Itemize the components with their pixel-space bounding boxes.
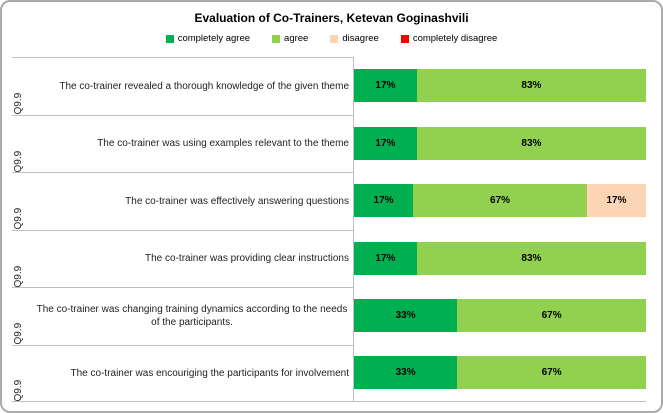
plot-area: Q9.9 The co-trainer revealed a thorough … (12, 57, 657, 402)
bar-cell: 33% 67% (354, 345, 646, 402)
chart-row: Q9.9 The co-trainer revealed a thorough … (12, 57, 657, 115)
category-cell: Q9.9 The co-trainer was providing clear … (12, 229, 354, 287)
legend-swatch (330, 34, 339, 43)
bar-segment-completely-agree: 33% (354, 356, 458, 390)
category-cell: Q9.9 The co-trainer was using examples r… (12, 114, 354, 172)
legend-swatch (272, 34, 281, 43)
chart-row: Q9.9 The co-trainer was changing trainin… (12, 287, 657, 345)
bar-cell: 17% 83% (354, 230, 646, 288)
legend-label: completely disagree (412, 33, 498, 44)
bar-segment-agree: 67% (457, 299, 646, 333)
category-id-label: Q9.9 (13, 150, 24, 172)
category-cell: Q9.9 The co-trainer was effectively answ… (12, 172, 354, 230)
stacked-bar: 17% 83% (354, 69, 646, 103)
bar-segment-agree: 83% (416, 69, 646, 103)
category-cell: Q9.9 The co-trainer revealed a thorough … (12, 57, 354, 115)
stacked-bar: 33% 67% (354, 299, 646, 333)
category-id-label: Q9.9 (13, 92, 24, 115)
category-id-label: Q9.9 (13, 322, 24, 345)
legend-swatch (165, 34, 174, 43)
bar-segment-completely-agree: 17% (354, 126, 417, 160)
stacked-bar: 33% 67% (354, 356, 646, 390)
category-label: The co-trainer was encouriging the parti… (70, 367, 349, 379)
chart-row: Q9.9 The co-trainer was effectively answ… (12, 172, 657, 230)
legend-item: completely agree (165, 33, 251, 44)
bar-segment-agree: 83% (416, 126, 646, 160)
category-label: The co-trainer revealed a thorough knowl… (59, 80, 349, 92)
legend-label: disagree (342, 33, 379, 44)
bar-segment-disagree: 17% (586, 184, 647, 218)
category-label: The co-trainer was using examples releva… (97, 138, 349, 150)
legend-item: agree (272, 33, 308, 44)
category-label: The co-trainer was changing training dyn… (36, 304, 348, 329)
bar-segment-completely-agree: 17% (354, 184, 414, 218)
stacked-bar: 17% 83% (354, 241, 646, 275)
category-cell: Q9.9 The co-trainer was encouriging the … (12, 344, 354, 402)
category-id-label: Q9.9 (13, 207, 24, 230)
legend-item: disagree (330, 33, 379, 44)
chart-row: Q9.9 The co-trainer was encouriging the … (12, 344, 657, 402)
category-id-label: Q9.9 (13, 265, 24, 287)
category-label: The co-trainer was providing clear instr… (145, 253, 349, 265)
legend: completely agree agree disagree complete… (2, 33, 661, 44)
chart-title: Evaluation of Co-Trainers, Ketevan Gogin… (194, 11, 469, 25)
legend-label: completely agree (177, 33, 251, 44)
bar-cell: 33% 67% (354, 287, 646, 345)
bar-segment-agree: 83% (416, 241, 646, 275)
category-label: The co-trainer was effectively answering… (125, 195, 349, 207)
bar-cell: 17% 67% 17% (354, 172, 647, 230)
legend-item: completely disagree (400, 33, 498, 44)
chart-row: Q9.9 The co-trainer was providing clear … (12, 229, 657, 288)
stacked-bar: 17% 67% 17% (354, 184, 647, 218)
stacked-bar: 17% 83% (354, 126, 646, 160)
bar-segment-agree: 67% (413, 184, 587, 218)
bar-segment-completely-agree: 17% (354, 69, 417, 103)
bar-cell: 17% 83% (354, 57, 646, 115)
bar-segment-completely-agree: 33% (354, 299, 458, 333)
bar-segment-completely-agree: 17% (354, 241, 417, 275)
bar-segment-agree: 67% (457, 356, 646, 390)
chart-row: Q9.9 The co-trainer was using examples r… (12, 114, 657, 173)
legend-swatch (400, 34, 409, 43)
category-cell: Q9.9 The co-trainer was changing trainin… (12, 287, 354, 345)
category-id-label: Q9.9 (13, 379, 24, 401)
legend-label: agree (284, 33, 309, 44)
bar-cell: 17% 83% (354, 115, 646, 173)
